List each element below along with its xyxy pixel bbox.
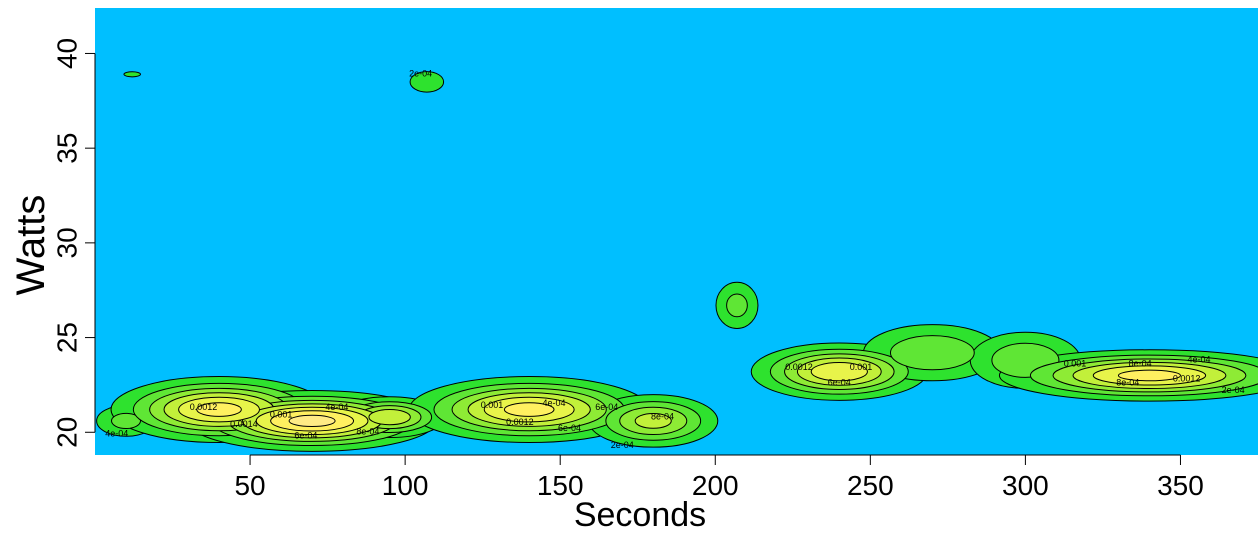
x-tick-label: 50 [234,470,265,501]
contour-label: 2e-04 [409,69,432,79]
y-tick-label: 25 [51,322,82,353]
contour-label: 0.0014 [230,419,258,429]
contour-label: 4e-04 [325,402,348,412]
contour-region [288,414,336,428]
contour-region [111,412,142,429]
y-tick-label: 20 [51,417,82,448]
contour-label: 6e-04 [558,423,581,433]
x-tick-label: 150 [537,470,584,501]
x-tick-label: 350 [1157,470,1204,501]
contour-label: 6e-04 [294,430,317,440]
contour-region [889,335,975,371]
contour-label: 4e-04 [542,398,565,408]
y-tick-label: 40 [51,38,82,69]
contour-label: 8e-04 [1116,377,1139,387]
contour-region [634,413,672,429]
contour-label: 0.001 [850,362,873,372]
contour-label: 8e-04 [1129,358,1152,368]
contour-label: 6e-04 [828,377,851,387]
contour-region [409,71,445,93]
x-tick-label: 100 [382,470,429,501]
contour-label: 4e-04 [105,429,128,439]
contour-label: 8e-04 [651,411,674,421]
contour-label: 2e-04 [611,440,634,450]
x-tick-label: 200 [692,470,739,501]
contour-label: 0.001 [270,410,293,420]
y-tick-label: 30 [51,227,82,258]
contour-label: 0.0012 [506,417,534,427]
contour-region [503,402,555,417]
contour-label: 4e-04 [1188,355,1211,365]
x-tick-label: 300 [1002,470,1049,501]
contour-label: 0.0012 [1173,374,1201,384]
contour-label: 6e-04 [595,402,618,412]
x-tick-label: 250 [847,470,894,501]
contour-region [368,409,411,426]
contour-region [1117,369,1181,382]
x-axis-label: Seconds [574,496,706,534]
contour-label: 8e-04 [356,427,379,437]
contour-label: 0.001 [1064,358,1087,368]
contour-label: 0.0012 [785,362,813,372]
contour-region [196,402,242,417]
contour-label: 2e-04 [1222,385,1245,395]
y-tick-label: 35 [51,133,82,164]
contour-region [123,71,142,78]
y-axis-label: Watts [9,195,53,296]
contour-region [810,362,868,382]
contour-region [726,293,748,318]
contour-label: 0.0012 [190,402,218,412]
contour-label: 0.001 [481,400,504,410]
